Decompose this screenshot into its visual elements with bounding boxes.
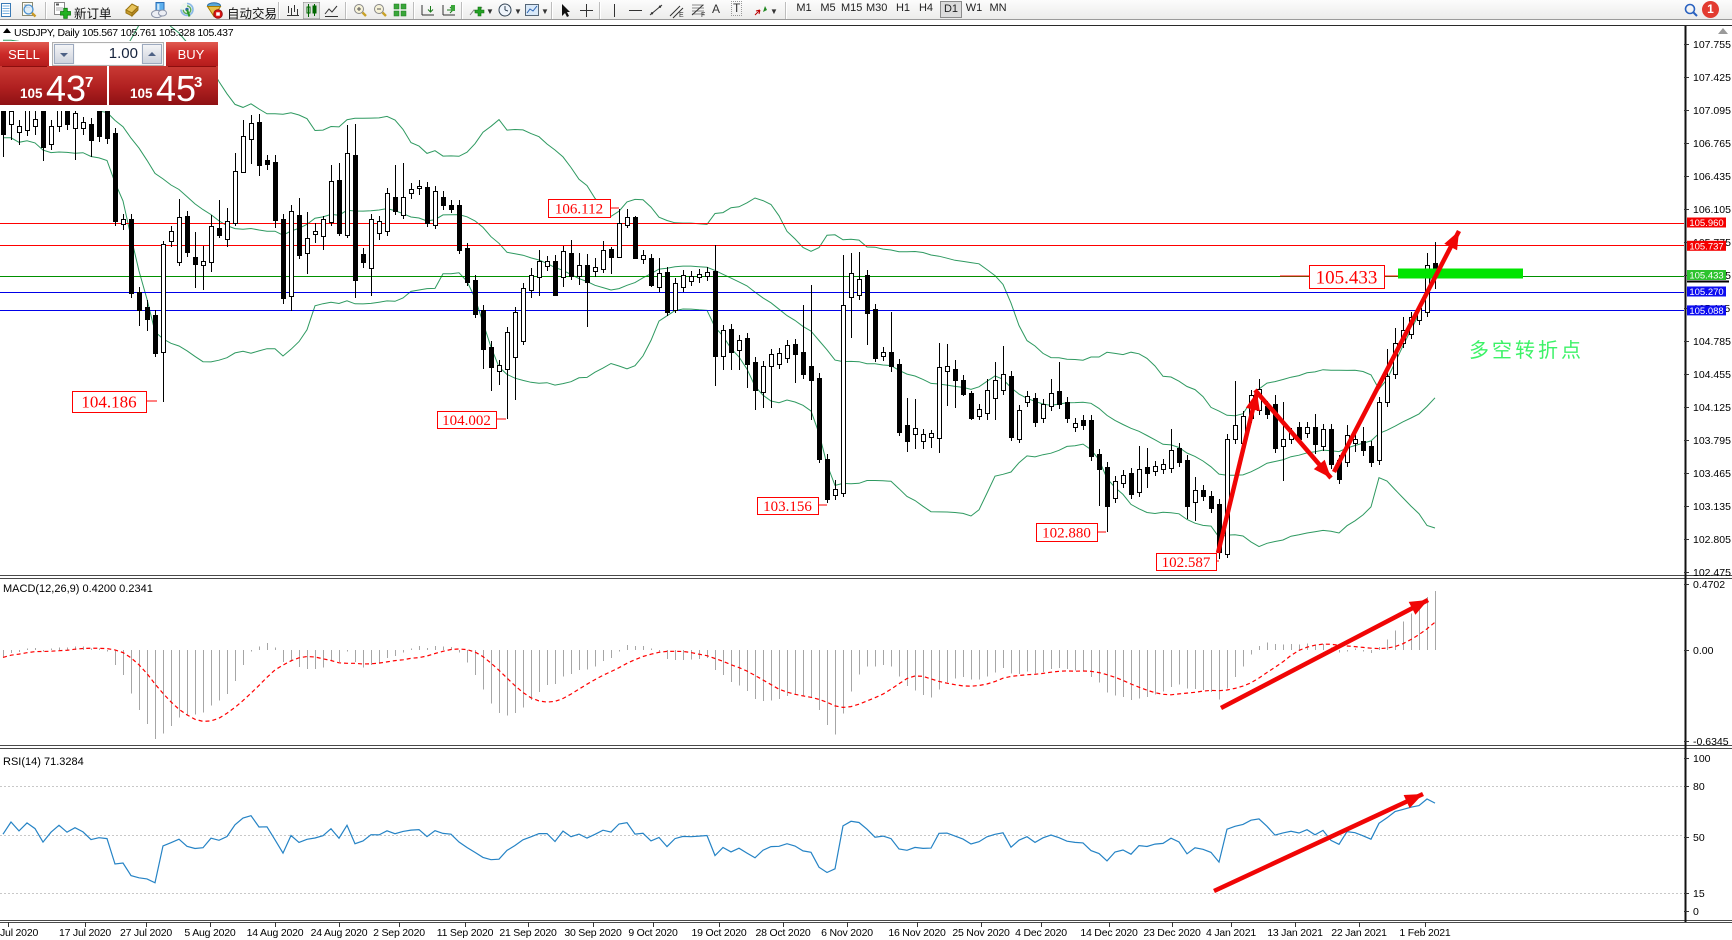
svg-text:104.125: 104.125 bbox=[1693, 402, 1731, 414]
svg-text:105.433: 105.433 bbox=[1689, 271, 1723, 282]
svg-text:104.186: 104.186 bbox=[81, 393, 136, 412]
svg-text:100: 100 bbox=[1693, 753, 1711, 765]
svg-text:4 Dec 2020: 4 Dec 2020 bbox=[1015, 927, 1067, 939]
svg-text:27 Jul 2020: 27 Jul 2020 bbox=[120, 927, 172, 939]
svg-text:103.795: 103.795 bbox=[1693, 435, 1731, 447]
svg-text:16 Nov 2020: 16 Nov 2020 bbox=[888, 927, 946, 939]
svg-text:0.00: 0.00 bbox=[1693, 645, 1714, 657]
svg-text:15: 15 bbox=[1693, 888, 1705, 900]
svg-text:102.475: 102.475 bbox=[1693, 567, 1731, 579]
svg-text:MACD(12,26,9) 0.4200 0.2341: MACD(12,26,9) 0.4200 0.2341 bbox=[3, 583, 153, 595]
svg-text:103.465: 103.465 bbox=[1693, 468, 1731, 480]
svg-text:107.755: 107.755 bbox=[1693, 39, 1731, 51]
svg-text:23 Dec 2020: 23 Dec 2020 bbox=[1143, 927, 1201, 939]
svg-text:106.435: 106.435 bbox=[1693, 171, 1731, 183]
svg-text:13 Jan 2021: 13 Jan 2021 bbox=[1267, 927, 1323, 939]
svg-text:F: F bbox=[701, 12, 705, 19]
svg-text:80: 80 bbox=[1693, 781, 1705, 793]
svg-text:105: 105 bbox=[20, 86, 43, 101]
svg-text:105.737: 105.737 bbox=[1689, 241, 1723, 252]
svg-text:BUY: BUY bbox=[178, 47, 205, 62]
svg-text:103.135: 103.135 bbox=[1693, 501, 1731, 513]
svg-text:USDJPY, Daily 105.567 105.761: USDJPY, Daily 105.567 105.761 105.328 10… bbox=[14, 27, 234, 39]
svg-text:30 Sep 2020: 30 Sep 2020 bbox=[564, 927, 622, 939]
svg-text:107.095: 107.095 bbox=[1693, 105, 1731, 117]
svg-text:50: 50 bbox=[1693, 832, 1705, 844]
svg-text:1.00: 1.00 bbox=[109, 45, 138, 62]
svg-text:106.105: 106.105 bbox=[1693, 204, 1731, 216]
svg-text:103.156: 103.156 bbox=[763, 499, 812, 515]
svg-text:104.455: 104.455 bbox=[1693, 369, 1731, 381]
svg-text:19 Oct 2020: 19 Oct 2020 bbox=[691, 927, 746, 939]
svg-text:14 Dec 2020: 14 Dec 2020 bbox=[1080, 927, 1138, 939]
svg-text:105.960: 105.960 bbox=[1689, 218, 1723, 229]
svg-text:102.880: 102.880 bbox=[1042, 525, 1091, 541]
svg-text:1 Feb 2021: 1 Feb 2021 bbox=[1399, 927, 1450, 939]
svg-text:24 Aug 2020: 24 Aug 2020 bbox=[311, 927, 368, 939]
svg-text:105.088: 105.088 bbox=[1689, 306, 1723, 317]
svg-text:21 Sep 2020: 21 Sep 2020 bbox=[499, 927, 557, 939]
svg-text:102.587: 102.587 bbox=[1162, 555, 1211, 571]
svg-text:7: 7 bbox=[85, 74, 93, 91]
svg-text:E: E bbox=[679, 12, 684, 19]
svg-text:Jul 2020: Jul 2020 bbox=[0, 927, 38, 939]
svg-text:3: 3 bbox=[194, 74, 202, 91]
svg-text:17 Jul 2020: 17 Jul 2020 bbox=[59, 927, 111, 939]
svg-text:-0.6345: -0.6345 bbox=[1693, 736, 1729, 748]
svg-text:107.425: 107.425 bbox=[1693, 72, 1731, 84]
svg-text:14 Aug 2020: 14 Aug 2020 bbox=[247, 927, 304, 939]
svg-text:4 Jan 2021: 4 Jan 2021 bbox=[1206, 927, 1256, 939]
svg-text:SELL: SELL bbox=[8, 47, 40, 62]
svg-text:43: 43 bbox=[46, 68, 86, 109]
svg-text:25 Nov 2020: 25 Nov 2020 bbox=[952, 927, 1010, 939]
svg-text:2 Sep 2020: 2 Sep 2020 bbox=[373, 927, 425, 939]
svg-text:RSI(14) 71.3284: RSI(14) 71.3284 bbox=[3, 756, 84, 768]
svg-text:45: 45 bbox=[156, 68, 196, 109]
svg-text:102.805: 102.805 bbox=[1693, 534, 1731, 546]
svg-text:104.785: 104.785 bbox=[1693, 336, 1731, 348]
svg-text:5 Aug 2020: 5 Aug 2020 bbox=[184, 927, 235, 939]
svg-text:11 Sep 2020: 11 Sep 2020 bbox=[437, 927, 494, 939]
svg-text:104.002: 104.002 bbox=[442, 413, 491, 429]
svg-text:28 Oct 2020: 28 Oct 2020 bbox=[755, 927, 810, 939]
svg-text:9 Oct 2020: 9 Oct 2020 bbox=[628, 927, 678, 939]
svg-text:105.433: 105.433 bbox=[1316, 267, 1378, 288]
svg-text:0: 0 bbox=[1693, 906, 1699, 918]
svg-text:105.270: 105.270 bbox=[1689, 287, 1723, 298]
svg-text:105: 105 bbox=[130, 86, 153, 101]
svg-text:22 Jan 2021: 22 Jan 2021 bbox=[1331, 927, 1387, 939]
svg-text:6 Nov 2020: 6 Nov 2020 bbox=[821, 927, 873, 939]
svg-text:0.4702: 0.4702 bbox=[1693, 579, 1725, 591]
svg-text:106.112: 106.112 bbox=[555, 201, 603, 217]
svg-text:多空转折点: 多空转折点 bbox=[1469, 339, 1584, 362]
svg-text:106.765: 106.765 bbox=[1693, 138, 1731, 150]
